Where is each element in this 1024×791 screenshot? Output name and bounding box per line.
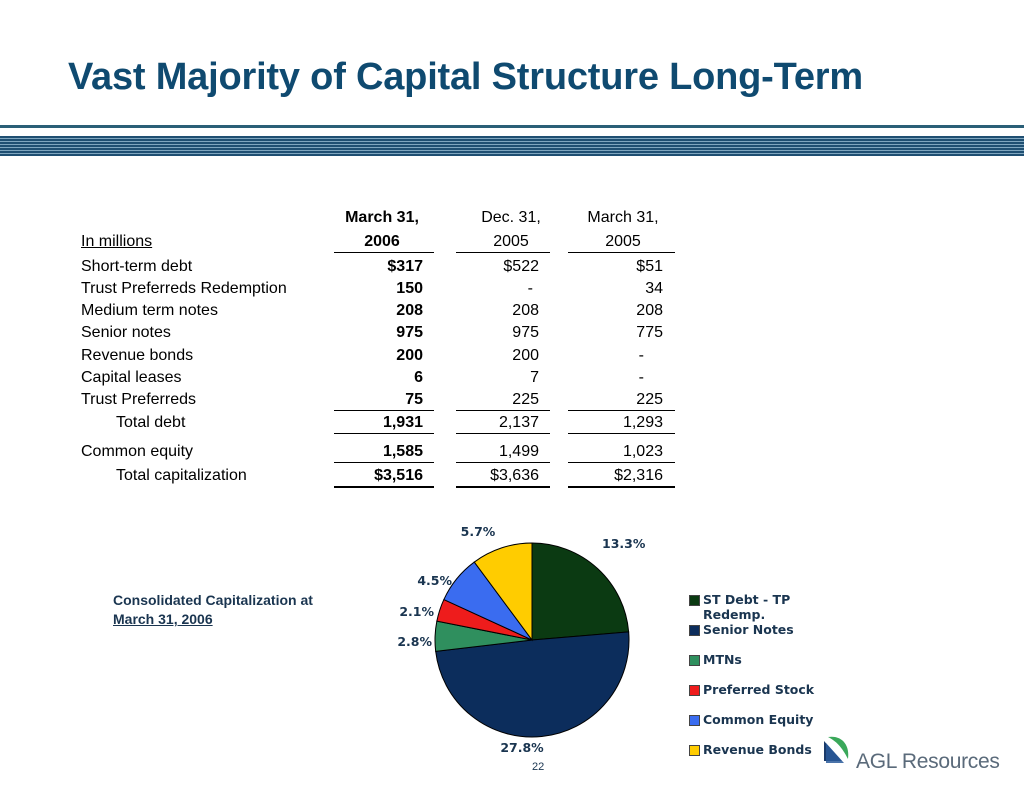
- col2-header-line2: 2005: [493, 233, 529, 250]
- row-value-mar2005: $51: [636, 258, 663, 275]
- row-value-dec2005: -: [527, 280, 533, 297]
- legend-swatch: [689, 655, 700, 666]
- row-value-mar2005: 1,293: [622, 414, 663, 431]
- unit-label: In millions: [81, 233, 153, 250]
- legend-label: Senior Notes: [703, 622, 794, 637]
- page-number: 22: [532, 761, 545, 773]
- row-value-dec2005: 2,137: [498, 414, 539, 431]
- row-value-dec2005: 208: [512, 302, 539, 319]
- legend-swatch: [689, 715, 700, 726]
- pie-data-label: 13.3%: [602, 536, 646, 551]
- col1-header-rule: [334, 252, 434, 253]
- row-value-dec2005: 975: [512, 324, 539, 341]
- row-value-2006: $3,516: [374, 467, 423, 484]
- row-value-2006: 1,585: [382, 443, 423, 460]
- row-value-2006: $317: [387, 258, 423, 275]
- chart-caption-line1: Consolidated Capitalization at: [113, 592, 313, 608]
- title-band: [0, 136, 1024, 156]
- legend-label: MTNs: [703, 652, 742, 667]
- col1-header-line2: 2006: [364, 233, 400, 250]
- total-debt-rule: [334, 410, 434, 411]
- row-label: Medium term notes: [81, 302, 218, 319]
- pie-data-label: 2.1%: [399, 604, 434, 619]
- pie-slice-senior-notes: [435, 631, 630, 738]
- legend-swatch: [689, 685, 700, 696]
- row-value-dec2005: 1,499: [498, 443, 539, 460]
- pie-data-label: 27.8%: [500, 740, 544, 755]
- row-value-dec2005: 200: [512, 347, 539, 364]
- row-value-mar2005: $2,316: [614, 467, 663, 484]
- total-cap-underline: [456, 486, 550, 488]
- chart-caption: Consolidated Capitalization at March 31,…: [113, 591, 313, 629]
- row-label: Capital leases: [81, 369, 182, 386]
- pie-slice-st-debt-tp-redemp: [531, 542, 630, 641]
- slide-title: Vast Majority of Capital Structure Long-…: [68, 56, 863, 98]
- col3-header-line1: March 31,: [587, 209, 659, 226]
- row-value-mar2005: 34: [645, 280, 663, 297]
- col2-header-line1: Dec. 31,: [481, 209, 541, 226]
- row-value-2006: 75: [405, 391, 423, 408]
- equity-rule: [568, 462, 675, 463]
- pie-data-label: 2.8%: [397, 634, 432, 649]
- row-value-2006: 150: [396, 280, 423, 297]
- row-value-2006: 6: [414, 369, 423, 386]
- row-value-dec2005: 225: [512, 391, 539, 408]
- logo-text: AGL Resources: [856, 750, 1000, 773]
- row-value-mar2005: 1,023: [622, 443, 663, 460]
- pie-slice-revenue-bonds: [473, 542, 533, 642]
- legend-swatch: [689, 625, 700, 636]
- pie-data-label: 4.5%: [417, 573, 452, 588]
- row-value-mar2005: 775: [636, 324, 663, 341]
- total-debt-underline: [334, 433, 434, 434]
- total-debt-rule: [456, 410, 550, 411]
- col1-header-line1: March 31,: [345, 209, 419, 226]
- row-value-2006: 1,931: [382, 414, 423, 431]
- legend-label: Common Equity: [703, 712, 814, 727]
- row-label: Trust Preferreds Redemption: [81, 280, 287, 297]
- row-value-dec2005: 7: [530, 369, 539, 386]
- row-value-dec2005: $3,636: [490, 467, 539, 484]
- row-label: Total debt: [116, 414, 186, 431]
- row-value-dec2005: $522: [503, 258, 539, 275]
- row-label: Senior notes: [81, 324, 171, 341]
- row-label: Short-term debt: [81, 258, 193, 275]
- row-value-2006: 200: [396, 347, 423, 364]
- pie-data-label: 5.7%: [461, 524, 496, 539]
- total-debt-underline: [568, 433, 675, 434]
- company-logo: AGL Resources: [820, 733, 1000, 777]
- total-cap-underline: [334, 486, 434, 488]
- agl-leaf-logo-icon: [824, 736, 849, 763]
- legend-label: Revenue Bonds: [703, 742, 812, 757]
- legend-swatch: [689, 595, 700, 606]
- row-value-mar2005: -: [638, 369, 644, 386]
- col2-header-rule: [456, 252, 550, 253]
- row-value-mar2005: 225: [636, 391, 663, 408]
- total-cap-underline: [568, 486, 675, 488]
- row-label: Revenue bonds: [81, 347, 194, 364]
- total-debt-rule: [568, 410, 675, 411]
- total-debt-underline: [456, 433, 550, 434]
- legend-swatch: [689, 745, 700, 756]
- col3-header-line2: 2005: [605, 233, 641, 250]
- equity-rule: [334, 462, 434, 463]
- row-value-2006: 975: [396, 324, 423, 341]
- row-label: Trust Preferreds: [81, 391, 196, 408]
- row-value-mar2005: -: [638, 347, 644, 364]
- row-value-mar2005: 208: [636, 302, 663, 319]
- title-divider: [0, 125, 1024, 128]
- row-label: Common equity: [81, 443, 194, 460]
- legend-label: ST Debt - TP Redemp.: [703, 592, 791, 622]
- row-label: Total capitalization: [116, 467, 247, 484]
- capitalization-pie-chart: 13.3% 27.8% 2.8% 2.1% 4.5% 5.7%: [397, 524, 646, 755]
- legend-label: Preferred Stock: [703, 682, 815, 697]
- row-value-2006: 208: [396, 302, 423, 319]
- col3-header-rule: [568, 252, 675, 253]
- equity-rule: [456, 462, 550, 463]
- chart-caption-line2: March 31, 2006: [113, 611, 213, 627]
